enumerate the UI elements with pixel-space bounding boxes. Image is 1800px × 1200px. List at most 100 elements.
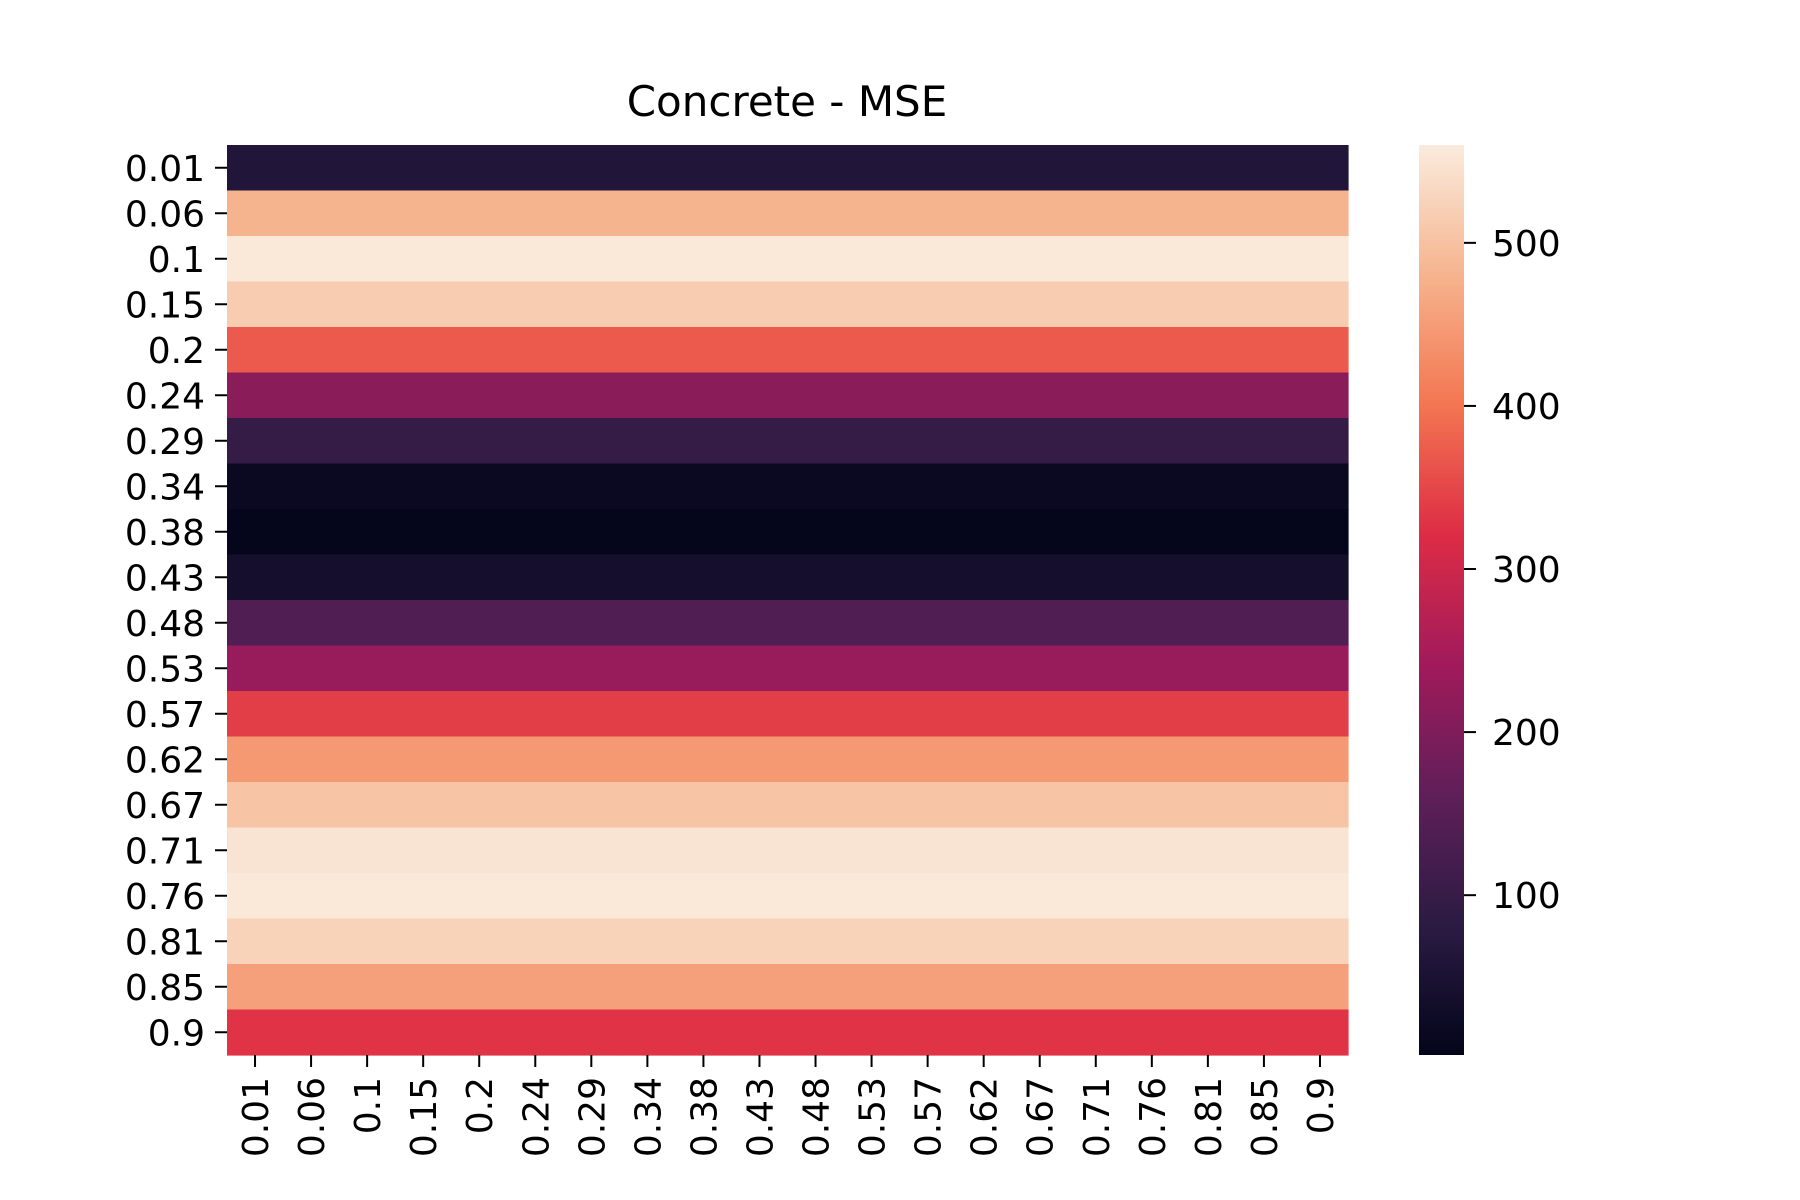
heatmap-cell <box>1011 236 1069 283</box>
heatmap-cell <box>395 918 452 965</box>
heatmap-cell <box>227 827 284 874</box>
heatmap-cell <box>787 873 845 920</box>
heatmap-cell <box>619 600 676 647</box>
heatmap-cell <box>563 964 620 1011</box>
colorbar-tick-label: 200 <box>1492 713 1561 754</box>
heatmap-cell <box>1123 554 1181 601</box>
heatmap-cell <box>1235 463 1293 510</box>
heatmap-cell <box>675 827 733 874</box>
y-tick-label: 0.43 <box>125 558 205 599</box>
y-tick-label: 0.81 <box>125 922 205 963</box>
heatmap-cell <box>339 736 396 783</box>
heatmap-cell <box>283 554 340 601</box>
heatmap-cell <box>955 782 1013 829</box>
heatmap-cell <box>1235 554 1293 601</box>
heatmap-cell <box>283 236 340 283</box>
heatmap-cell <box>1123 691 1181 738</box>
heatmap-cell <box>675 463 733 510</box>
heatmap-cell <box>1235 145 1293 192</box>
heatmap-cell <box>227 645 284 692</box>
heatmap-cell <box>1123 145 1181 192</box>
heatmap-cell <box>731 281 789 328</box>
heatmap-cell <box>1291 463 1349 510</box>
heatmap-cell <box>451 463 508 510</box>
heatmap-cell <box>451 1009 508 1056</box>
x-tick-label: 0.38 <box>684 1077 725 1157</box>
heatmap-cell <box>1235 873 1293 920</box>
heatmap-cell <box>1067 418 1125 465</box>
heatmap-cell <box>451 327 508 374</box>
heatmap-cell <box>1291 873 1349 920</box>
heatmap-cell <box>675 691 733 738</box>
heatmap-cell <box>675 554 733 601</box>
heatmap-cell <box>1067 827 1125 874</box>
heatmap-cell <box>563 463 620 510</box>
heatmap-cell <box>1235 1009 1293 1056</box>
heatmap-cell <box>619 236 676 283</box>
heatmap-cell <box>395 509 452 556</box>
heatmap-cell <box>899 418 957 465</box>
colorbar-tick-label: 500 <box>1492 224 1561 265</box>
heatmap-cell <box>1011 645 1069 692</box>
heatmap-cell <box>1067 645 1125 692</box>
heatmap-cell <box>787 918 845 965</box>
heatmap-cell <box>1067 554 1125 601</box>
heatmap-cell <box>1011 554 1069 601</box>
heatmap-cell <box>1291 600 1349 647</box>
heatmap-cell <box>619 190 676 237</box>
heatmap-cell <box>227 327 284 374</box>
heatmap-cell <box>1067 600 1125 647</box>
heatmap-cell <box>283 736 340 783</box>
heatmap-cell <box>451 873 508 920</box>
heatmap-cell <box>1123 418 1181 465</box>
heatmap-cell <box>1123 873 1181 920</box>
heatmap-cell <box>787 600 845 647</box>
heatmap-cell <box>563 236 620 283</box>
heatmap-cell <box>1011 145 1069 192</box>
heatmap-cell <box>1179 782 1237 829</box>
heatmap-cell <box>1235 327 1293 374</box>
y-tick-labels: 0.010.06 0.10.15 0.20.24 0.290.34 0.380.43 0.… <box>125 149 227 1054</box>
heatmap-cell <box>451 281 508 328</box>
heatmap-cell <box>1179 509 1237 556</box>
heatmap-cell <box>1123 827 1181 874</box>
heatmap-cell <box>675 236 733 283</box>
heatmap-cell <box>955 509 1013 556</box>
heatmap-cell <box>787 645 845 692</box>
x-tick-label: 0.24 <box>516 1077 557 1157</box>
heatmap-cell <box>787 782 845 829</box>
heatmap-cell <box>395 463 452 510</box>
heatmap-cell <box>619 145 676 192</box>
heatmap-cell <box>227 554 284 601</box>
heatmap-cell <box>675 782 733 829</box>
heatmap-cell <box>1235 600 1293 647</box>
heatmap-cell <box>843 418 901 465</box>
y-tick-label: 0.2 <box>148 331 205 372</box>
heatmap-cell <box>395 145 452 192</box>
heatmap-cell <box>1123 600 1181 647</box>
heatmap-cell <box>955 372 1013 419</box>
heatmap-cell <box>1179 964 1237 1011</box>
heatmap-cell <box>339 463 396 510</box>
y-tick-label: 0.24 <box>125 376 205 417</box>
heatmap-cell <box>451 782 508 829</box>
heatmap-cell <box>227 236 284 283</box>
heatmap-cell <box>339 372 396 419</box>
heatmap-cell <box>339 418 396 465</box>
heatmap-cell <box>451 190 508 237</box>
heatmap-cell <box>451 418 508 465</box>
heatmap-cell <box>283 691 340 738</box>
heatmap-cell <box>899 691 957 738</box>
heatmap-cell <box>955 691 1013 738</box>
y-tick-label: 0.06 <box>125 194 205 235</box>
heatmap-cell <box>899 190 957 237</box>
colorbar-tick-label: 100 <box>1492 876 1561 917</box>
heatmap-cell <box>451 236 508 283</box>
heatmap-cell <box>1123 281 1181 328</box>
heatmap-cell <box>619 1009 676 1056</box>
heatmap-cell <box>899 463 957 510</box>
heatmap-cell <box>731 600 789 647</box>
heatmap-cell <box>1291 236 1349 283</box>
heatmap-cell <box>1291 509 1349 556</box>
